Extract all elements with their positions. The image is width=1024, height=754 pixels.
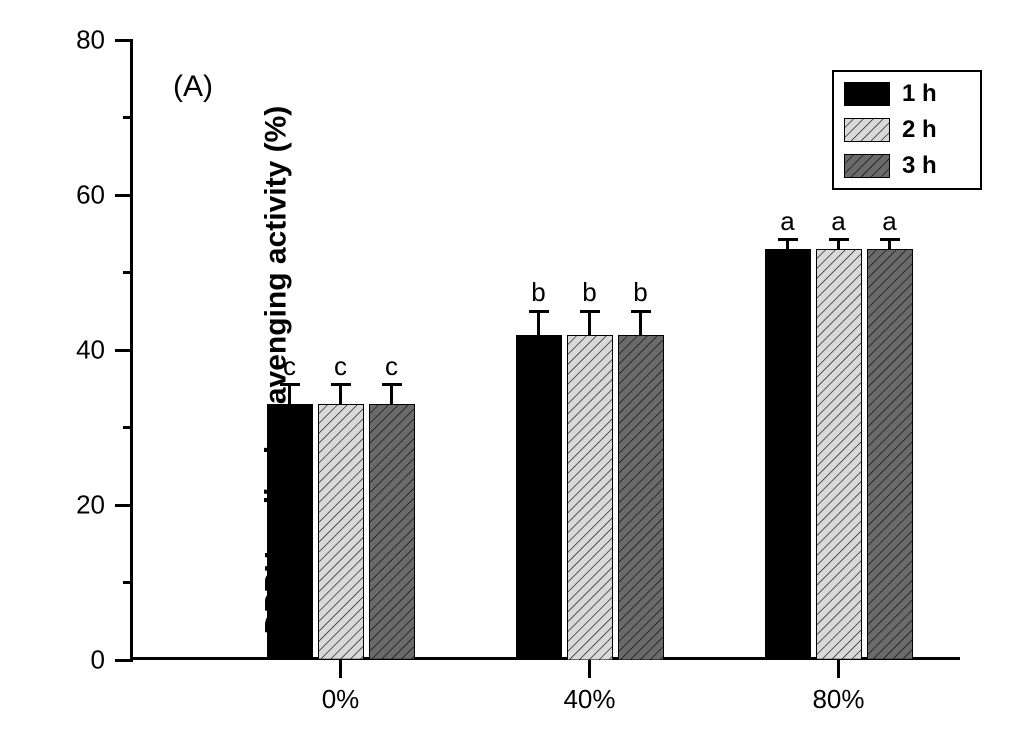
significance-label: c — [385, 351, 398, 382]
bar — [765, 249, 811, 660]
legend-swatch — [844, 82, 890, 106]
ytick-minor — [123, 581, 133, 584]
bar — [369, 404, 415, 660]
error-cap — [778, 238, 798, 241]
bar — [567, 335, 613, 661]
chart-container: DPPH radical scavenging activity (%) (A)… — [0, 0, 1024, 754]
xtick-label: 0% — [322, 684, 360, 715]
panel-label: (A) — [173, 70, 213, 104]
error-cap — [280, 383, 300, 386]
legend: 1 h 2 h 3 h — [832, 70, 982, 190]
ytick-label: 80 — [45, 25, 105, 56]
error-cap — [580, 310, 600, 313]
legend-label: 3 h — [902, 152, 937, 180]
xtick-label: 80% — [812, 684, 864, 715]
ytick-label: 0 — [45, 645, 105, 676]
ytick-major — [115, 349, 133, 352]
error-bar — [588, 311, 591, 334]
xtick-major — [588, 660, 591, 678]
error-cap — [880, 238, 900, 241]
ytick-major — [115, 39, 133, 42]
ytick-label: 60 — [45, 180, 105, 211]
error-cap — [331, 383, 351, 386]
significance-label: b — [531, 277, 545, 308]
bar — [318, 404, 364, 660]
significance-label: b — [633, 277, 647, 308]
significance-label: a — [831, 206, 845, 237]
legend-swatch — [844, 118, 890, 142]
error-bar — [639, 311, 642, 334]
error-bar — [339, 385, 342, 404]
significance-label: b — [582, 277, 596, 308]
significance-label: a — [780, 206, 794, 237]
ytick-label: 20 — [45, 490, 105, 521]
legend-item: 1 h — [844, 80, 937, 108]
xtick-label: 40% — [563, 684, 615, 715]
legend-swatch — [844, 154, 890, 178]
bar — [867, 249, 913, 660]
bar — [516, 335, 562, 661]
legend-item: 2 h — [844, 116, 937, 144]
legend-label: 2 h — [902, 116, 937, 144]
ytick-major — [115, 659, 133, 662]
error-cap — [529, 310, 549, 313]
ytick-minor — [123, 426, 133, 429]
xtick-major — [837, 660, 840, 678]
error-cap — [829, 238, 849, 241]
significance-label: c — [334, 351, 347, 382]
xtick-major — [339, 660, 342, 678]
ytick-label: 40 — [45, 335, 105, 366]
bar — [267, 404, 313, 660]
ytick-major — [115, 194, 133, 197]
error-cap — [631, 310, 651, 313]
error-bar — [537, 311, 540, 334]
error-bar — [288, 385, 291, 404]
ytick-major — [115, 504, 133, 507]
legend-item: 3 h — [844, 152, 937, 180]
significance-label: a — [882, 206, 896, 237]
ytick-minor — [123, 116, 133, 119]
significance-label: c — [283, 351, 296, 382]
legend-label: 1 h — [902, 80, 937, 108]
ytick-minor — [123, 271, 133, 274]
bar — [816, 249, 862, 660]
error-cap — [382, 383, 402, 386]
bar — [618, 335, 664, 661]
error-bar — [390, 385, 393, 404]
